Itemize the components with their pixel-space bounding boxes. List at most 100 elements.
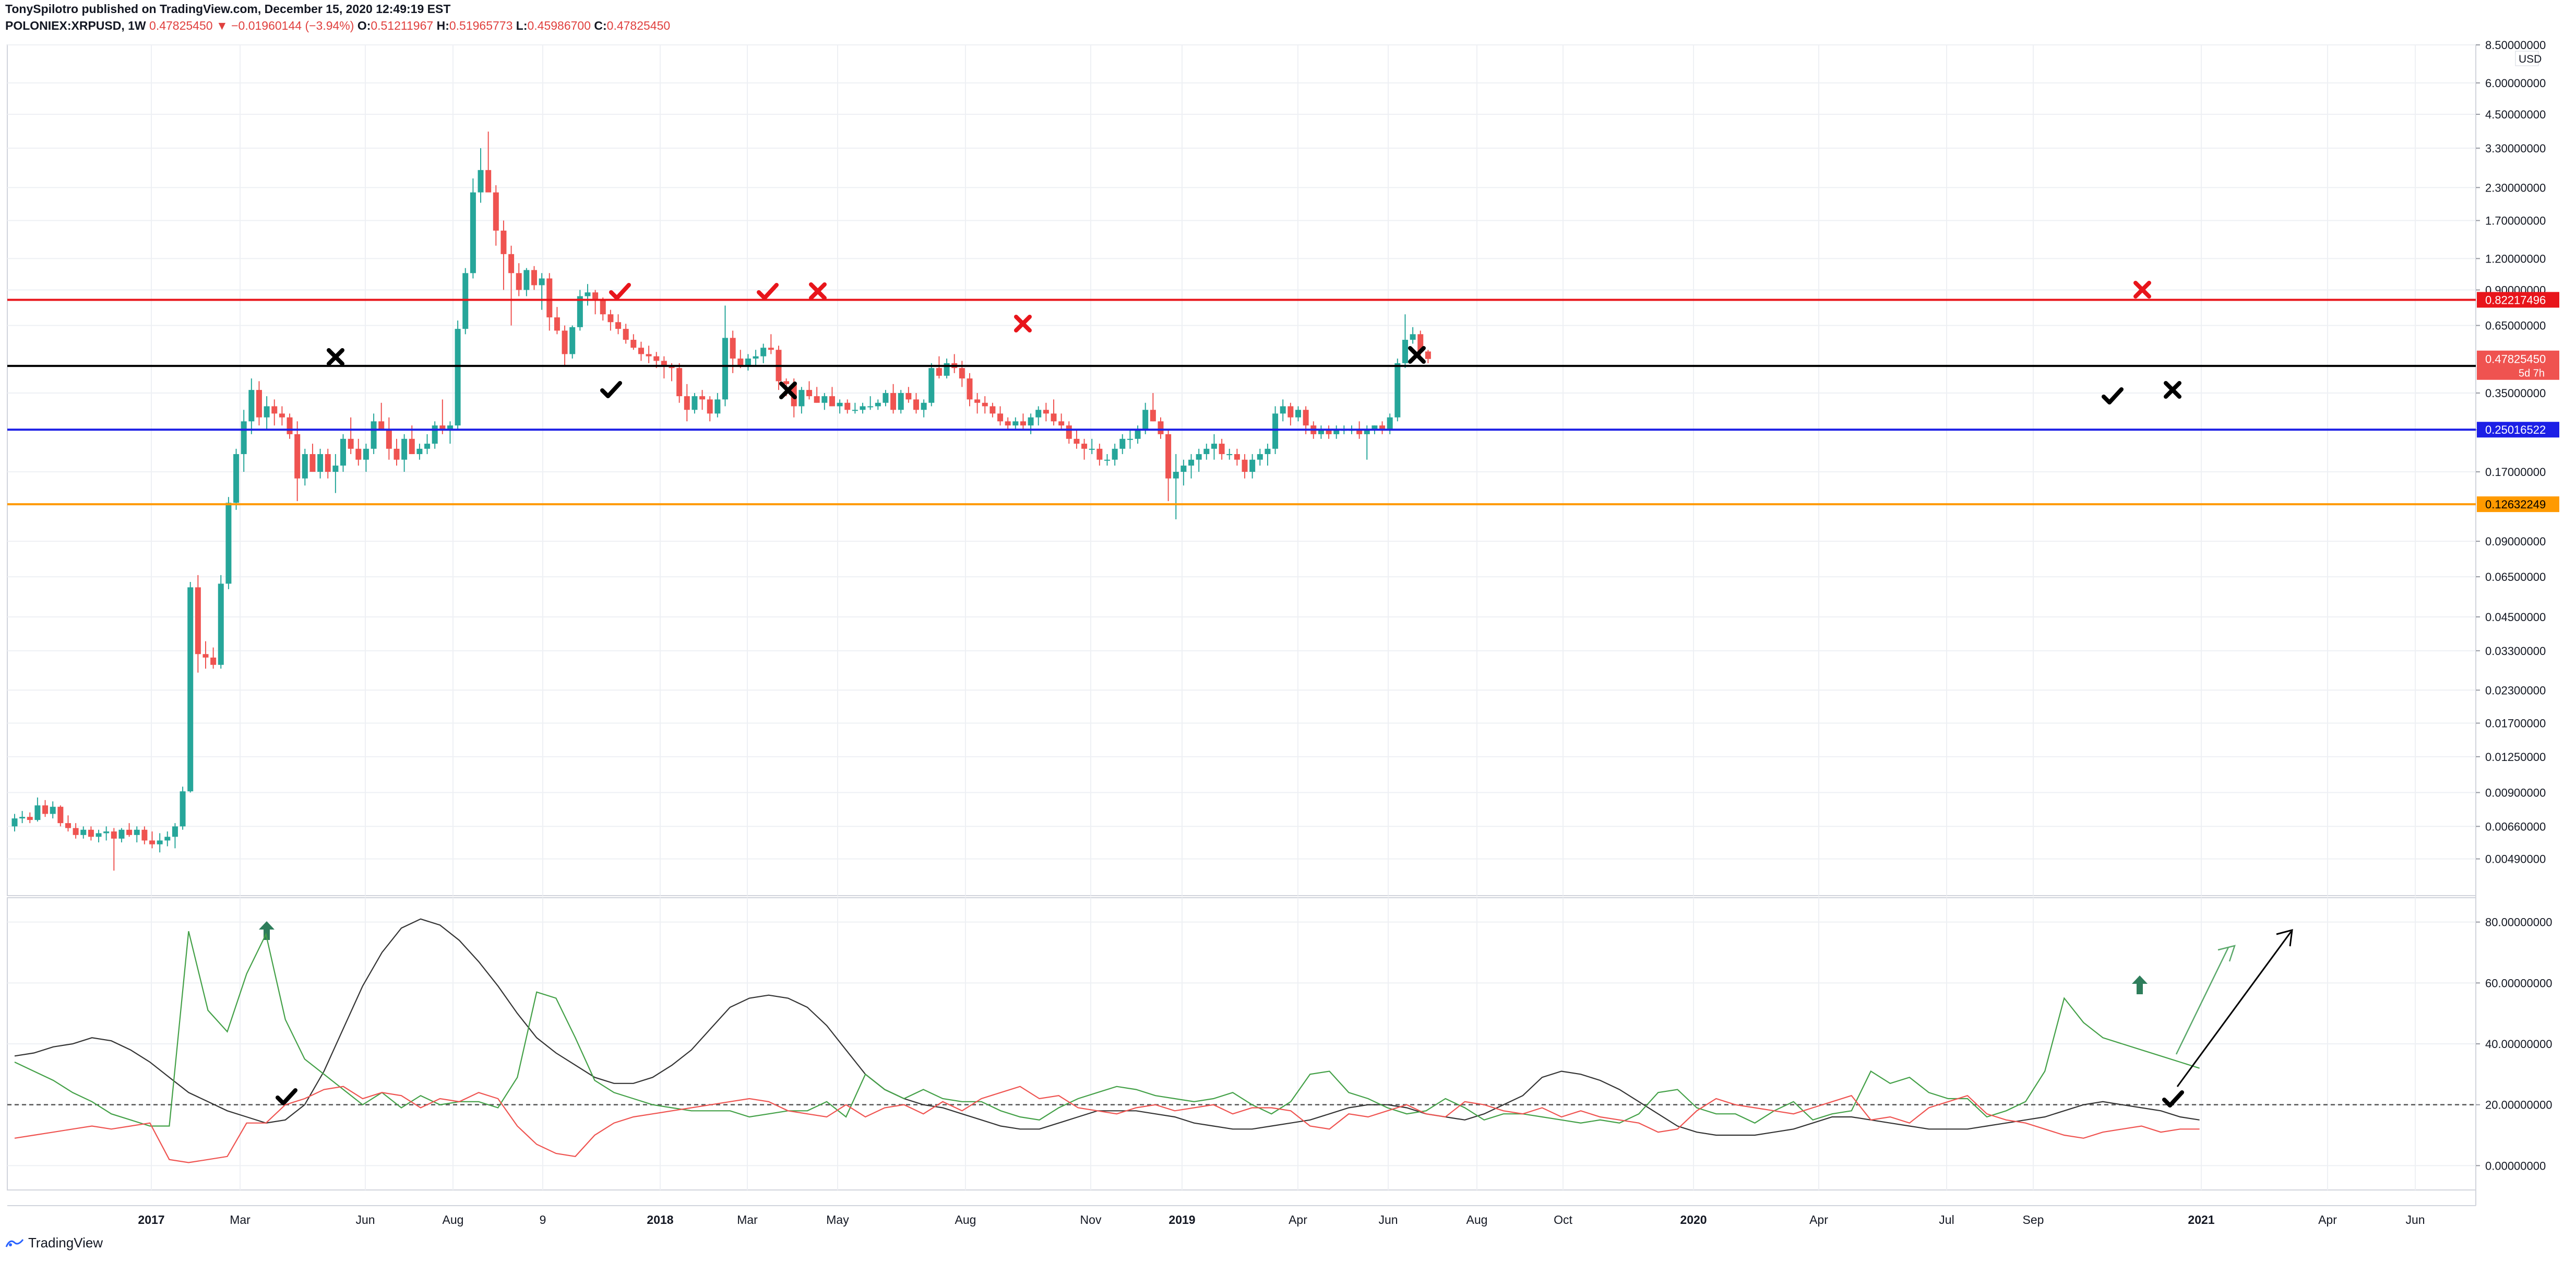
- candle-body: [661, 361, 667, 366]
- y-tick-label: 0.00490000: [2485, 853, 2546, 866]
- candle-body: [1196, 454, 1202, 460]
- candle-body: [164, 837, 171, 841]
- candle-body: [50, 806, 56, 814]
- candle-body: [737, 358, 744, 366]
- candle-body: [1180, 466, 1187, 472]
- y-tick-label: 2.30000000: [2485, 181, 2546, 194]
- candle-body: [309, 454, 316, 472]
- x-tick-label: Apr: [2318, 1213, 2337, 1227]
- y-tick-label: 8.50000000: [2485, 39, 2546, 52]
- x-tick-label: Aug: [1466, 1213, 1488, 1227]
- candle-body: [96, 833, 102, 837]
- candle-body: [936, 368, 942, 376]
- candle-body: [607, 314, 614, 323]
- x-tick-label: 2021: [2188, 1213, 2214, 1227]
- candle-body: [401, 438, 408, 460]
- candle-body: [989, 406, 996, 414]
- x-tick-label: Apr: [1289, 1213, 1307, 1227]
- candle-body: [455, 329, 461, 426]
- candle-body: [1081, 444, 1088, 449]
- trend-arrow-line: [2175, 947, 2229, 1055]
- di-minus-line: [14, 1086, 2200, 1163]
- candle-body: [898, 393, 904, 410]
- close-label: C:: [594, 19, 607, 32]
- candle-body: [478, 170, 484, 193]
- candle-body: [1043, 410, 1049, 414]
- candle-body: [783, 381, 790, 384]
- candle-body: [462, 273, 469, 329]
- candle-body: [997, 413, 1004, 422]
- last-price-badge: [2477, 350, 2559, 380]
- low-value: 0.45986700: [527, 19, 591, 32]
- candle-body: [103, 831, 110, 834]
- close-value: 0.47825450: [606, 19, 671, 32]
- high-value: 0.51965773: [449, 19, 513, 32]
- candle-body: [1387, 417, 1393, 430]
- candle-body: [1012, 421, 1019, 426]
- currency-label: USD: [2519, 53, 2542, 65]
- candle-body: [1058, 421, 1065, 426]
- candle-body: [317, 454, 324, 472]
- candle-body: [508, 254, 515, 273]
- candle-body: [921, 402, 927, 410]
- candle-body: [256, 390, 262, 418]
- candle-body: [1234, 454, 1240, 460]
- candle-body: [539, 278, 545, 285]
- candle-body: [1425, 351, 1431, 359]
- candle-body: [638, 348, 644, 354]
- x-tick-label: Apr: [1809, 1213, 1828, 1227]
- trend-arrowhead-icon: [2217, 945, 2236, 962]
- candle-body: [386, 430, 392, 449]
- candle-body: [1188, 459, 1195, 466]
- candle-body: [676, 368, 683, 397]
- candle-body: [569, 327, 576, 354]
- candle-body: [1127, 438, 1133, 440]
- candle-body: [1028, 417, 1034, 426]
- publish-text: TonySpilotro published on TradingView.co…: [5, 2, 451, 16]
- candle-body: [1112, 448, 1118, 460]
- candle-body: [730, 338, 736, 359]
- candle-body: [1135, 430, 1141, 439]
- candle-body: [180, 791, 186, 827]
- candle-body: [1066, 425, 1072, 439]
- x-tick-label: Mar: [230, 1213, 251, 1227]
- candle-body: [1372, 425, 1378, 430]
- candle-body: [821, 396, 828, 403]
- candle-body: [577, 296, 583, 327]
- candle-body: [73, 828, 79, 835]
- up-arrow-icon: [259, 921, 275, 940]
- candle-body: [768, 348, 774, 350]
- candle-body: [806, 390, 813, 397]
- adx-line: [14, 918, 2200, 1136]
- candle-body: [905, 393, 912, 400]
- candle-body: [1242, 459, 1248, 472]
- y-tick-label: 3.30000000: [2485, 142, 2546, 155]
- candle-body: [707, 399, 713, 414]
- y-tick-label: 0.00660000: [2485, 820, 2546, 833]
- check-marker-icon: [2102, 387, 2124, 404]
- candle-body: [615, 322, 622, 329]
- check-marker-icon: [757, 283, 779, 300]
- y-tick-label: 1.70000000: [2485, 215, 2546, 228]
- candle-body: [1219, 444, 1225, 455]
- brand-label: TradingView: [28, 1235, 103, 1251]
- cross-marker-icon: [779, 382, 797, 399]
- candle-body: [88, 829, 94, 837]
- level-price-badge: [2477, 496, 2559, 513]
- candle-body: [714, 399, 721, 414]
- y-tick-label: 4.50000000: [2485, 108, 2546, 121]
- y-tick-label: 0.35000000: [2485, 387, 2546, 400]
- candle-body: [959, 368, 965, 379]
- x-tick-label: Aug: [955, 1213, 976, 1227]
- candle-body: [1295, 410, 1302, 418]
- candle-body: [554, 317, 560, 331]
- tradingview-footer[interactable]: TradingView: [5, 1235, 103, 1251]
- candle-body: [546, 278, 553, 318]
- indicator-tick-label: 40.00000000: [2485, 1038, 2552, 1051]
- open-value: 0.51211967: [371, 19, 434, 32]
- y-tick-label: 0.02300000: [2485, 684, 2546, 697]
- candle-body: [279, 413, 285, 418]
- candle-body: [1165, 434, 1172, 479]
- candle-body: [852, 410, 858, 411]
